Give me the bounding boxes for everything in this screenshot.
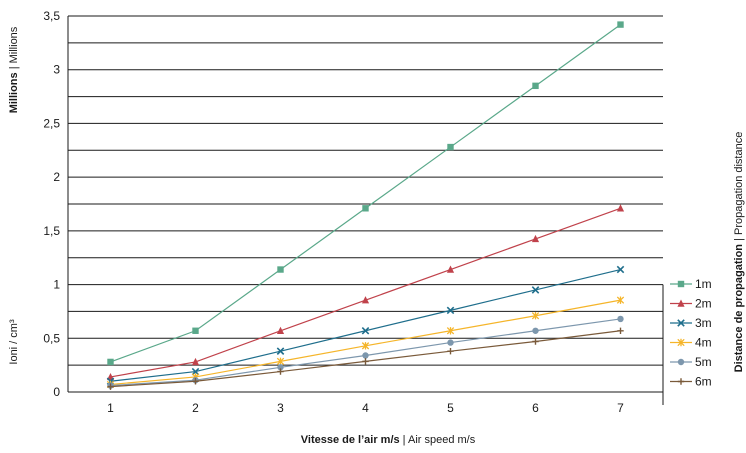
data-point: [192, 328, 198, 334]
x-tick-label: 5: [447, 401, 454, 415]
data-point: [362, 205, 368, 211]
y-tick-label: 2,5: [43, 116, 60, 130]
y-tick-label: 1: [53, 278, 60, 292]
legend-item-2m: 2m: [670, 297, 712, 311]
series-layer: [107, 21, 624, 389]
legend-label: 4m: [695, 336, 712, 350]
x-tick-label: 1: [107, 401, 114, 415]
legend-label: 2m: [695, 297, 712, 311]
data-point: [362, 352, 368, 358]
data-point: [447, 348, 453, 354]
data-point: [678, 281, 684, 287]
x-tick-label: 2: [192, 401, 199, 415]
legend-item-4m: 4m: [670, 336, 712, 350]
legend-item-3m: 3m: [670, 316, 712, 330]
legend-label: 6m: [695, 375, 712, 389]
series-line: [111, 208, 621, 377]
data-point: [447, 339, 453, 345]
legend-item-5m: 5m: [670, 355, 712, 369]
x-tick-label: 7: [617, 401, 624, 415]
y-tick-label: 3: [53, 63, 60, 77]
series-3m: [107, 266, 623, 384]
y-tick-label: 2: [53, 170, 60, 184]
series-4m: [107, 296, 623, 388]
y-tick-label: 1,5: [43, 224, 60, 238]
legend-item-6m: 6m: [670, 375, 712, 389]
data-point: [617, 204, 624, 211]
data-point: [678, 378, 684, 384]
data-point: [678, 359, 684, 365]
legend-item-1m: 1m: [670, 277, 712, 291]
x-tick-label: 6: [532, 401, 539, 415]
data-point: [532, 83, 538, 89]
legend-label: 5m: [695, 355, 712, 369]
legend-label: 1m: [695, 277, 712, 291]
data-point: [617, 21, 623, 27]
x-axis-label: Vitesse de l’air m/s | Air speed m/s: [301, 434, 476, 446]
legend-title: Distance de propagation | Propagation di…: [733, 132, 745, 373]
y-tick-label: 0,5: [43, 331, 60, 345]
data-point: [617, 328, 623, 334]
y-tick-label: 3,5: [43, 9, 60, 23]
y-tick-label: 0: [53, 385, 60, 399]
y-axis-label-bottom: Ioni / cm³: [8, 319, 20, 365]
data-point: [617, 316, 623, 322]
data-point: [362, 358, 368, 364]
gridlines: [68, 16, 663, 365]
x-tick-label: 3: [277, 401, 284, 415]
data-point: [107, 359, 113, 365]
data-point: [447, 144, 453, 150]
series-line: [111, 319, 621, 386]
y-axis-label-top: Millions | Millions: [8, 26, 20, 113]
data-point: [532, 328, 538, 334]
legend-label: 3m: [695, 316, 712, 330]
data-point: [277, 266, 283, 272]
legend: 1m 2m 3m 4m 5m 6m: [670, 277, 712, 389]
x-tick-label: 4: [362, 401, 369, 415]
data-point: [532, 338, 538, 344]
